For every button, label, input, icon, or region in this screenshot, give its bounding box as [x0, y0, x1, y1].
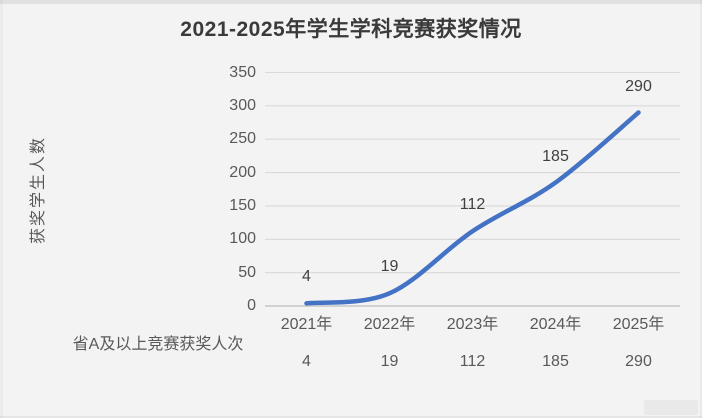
data-table-value: 290 — [625, 353, 652, 370]
data-label: 19 — [380, 258, 399, 276]
x-axis-label: 2022年 — [363, 316, 416, 333]
x-axis-label: 2025年 — [612, 316, 665, 333]
data-table-value: 112 — [459, 353, 486, 370]
y-tick-labels: 0 50 100 150 200 250 300 350 — [0, 0, 256, 418]
data-label: 185 — [542, 147, 569, 165]
data-table-row-label: 省A及以上竞赛获奖人次 — [72, 336, 244, 353]
data-label: 112 — [459, 196, 486, 214]
y-tick-label: 150 — [229, 196, 256, 214]
data-table-value: 4 — [302, 353, 311, 370]
data-table-value: 185 — [542, 353, 569, 370]
watermark — [644, 400, 698, 415]
x-axis-label: 2021年 — [280, 316, 333, 333]
y-tick-label: 300 — [229, 96, 256, 114]
y-tick-label: 250 — [229, 130, 256, 148]
x-axis-label: 2024年 — [529, 316, 582, 333]
y-tick-label: 200 — [229, 163, 256, 181]
y-tick-label: 50 — [238, 263, 256, 281]
chart-title: 2021-2025年学生学科竞赛获奖情况 — [180, 18, 522, 41]
y-tick-label: 350 — [229, 63, 256, 81]
y-tick-label: 0 — [247, 297, 256, 314]
x-axis-label: 2023年 — [446, 316, 499, 333]
y-tick-label: 100 — [229, 230, 256, 248]
data-table-value: 19 — [380, 353, 399, 370]
series-line — [304, 110, 641, 306]
data-label: 4 — [302, 268, 311, 286]
data-label: 290 — [625, 77, 652, 95]
